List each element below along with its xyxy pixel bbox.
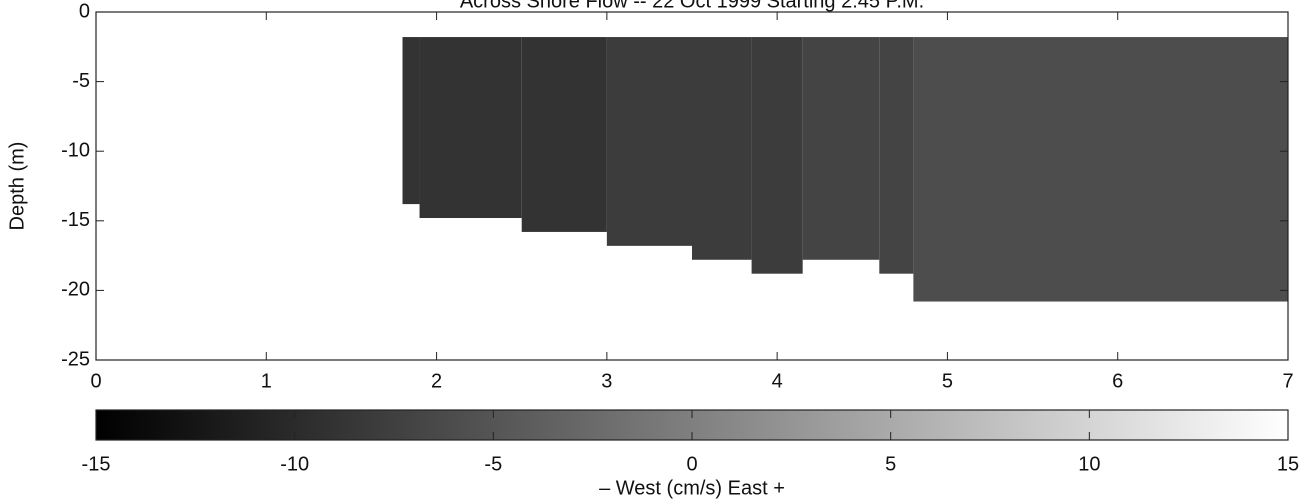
section-cell xyxy=(419,37,522,219)
x-tick-label: 3 xyxy=(601,370,612,392)
chart-title: Across Shore Flow -- 22 Oct 1999 Startin… xyxy=(460,0,924,12)
x-tick-label: 7 xyxy=(1282,370,1293,392)
x-tick-label: 1 xyxy=(261,370,272,392)
x-tick-label: 0 xyxy=(90,370,101,392)
section-cell xyxy=(606,37,692,246)
x-tick-label: 2 xyxy=(431,370,442,392)
section-cell xyxy=(521,37,607,232)
y-tick-label: -5 xyxy=(72,70,90,92)
colorbar-tick-label: 10 xyxy=(1078,453,1100,475)
y-axis-label: Depth (m) xyxy=(6,142,28,231)
section-cell xyxy=(692,37,752,260)
y-tick-label: -10 xyxy=(61,139,90,161)
colorbar-tick-label: -10 xyxy=(280,453,309,475)
y-tick-label: -25 xyxy=(61,348,90,370)
section-cell xyxy=(913,37,1288,302)
x-tick-label: 5 xyxy=(942,370,953,392)
plot-frame xyxy=(95,11,1289,361)
colorbar-tick-label: 5 xyxy=(885,453,896,475)
y-tick-label: -20 xyxy=(61,279,90,301)
section-cell xyxy=(802,37,880,260)
colorbar-label: – West (cm/s) East + xyxy=(599,477,785,499)
y-tick-label: -15 xyxy=(61,209,90,231)
section-cell xyxy=(751,37,803,274)
x-tick-label: 6 xyxy=(1112,370,1123,392)
x-tick-label: 4 xyxy=(772,370,783,392)
section-cell xyxy=(879,37,914,274)
section-cell xyxy=(402,37,420,205)
colorbar-tick-label: 15 xyxy=(1277,453,1299,475)
colorbar-tick-label: 0 xyxy=(686,453,697,475)
colorbar-tick-label: -15 xyxy=(82,453,111,475)
y-tick-label: 0 xyxy=(79,0,90,22)
colorbar-tick-label: -5 xyxy=(484,453,502,475)
